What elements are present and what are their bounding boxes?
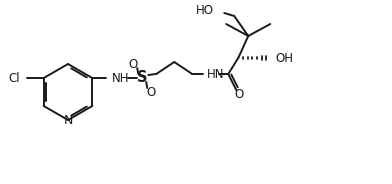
Text: HO: HO — [196, 3, 214, 17]
Text: HN: HN — [207, 68, 225, 81]
Text: O: O — [147, 86, 156, 98]
Text: O: O — [235, 88, 244, 100]
Text: N: N — [64, 114, 73, 127]
Text: O: O — [129, 57, 138, 70]
Text: OH: OH — [275, 52, 293, 65]
Text: S: S — [137, 70, 147, 86]
Text: NH: NH — [112, 72, 130, 84]
Text: Cl: Cl — [8, 72, 20, 84]
